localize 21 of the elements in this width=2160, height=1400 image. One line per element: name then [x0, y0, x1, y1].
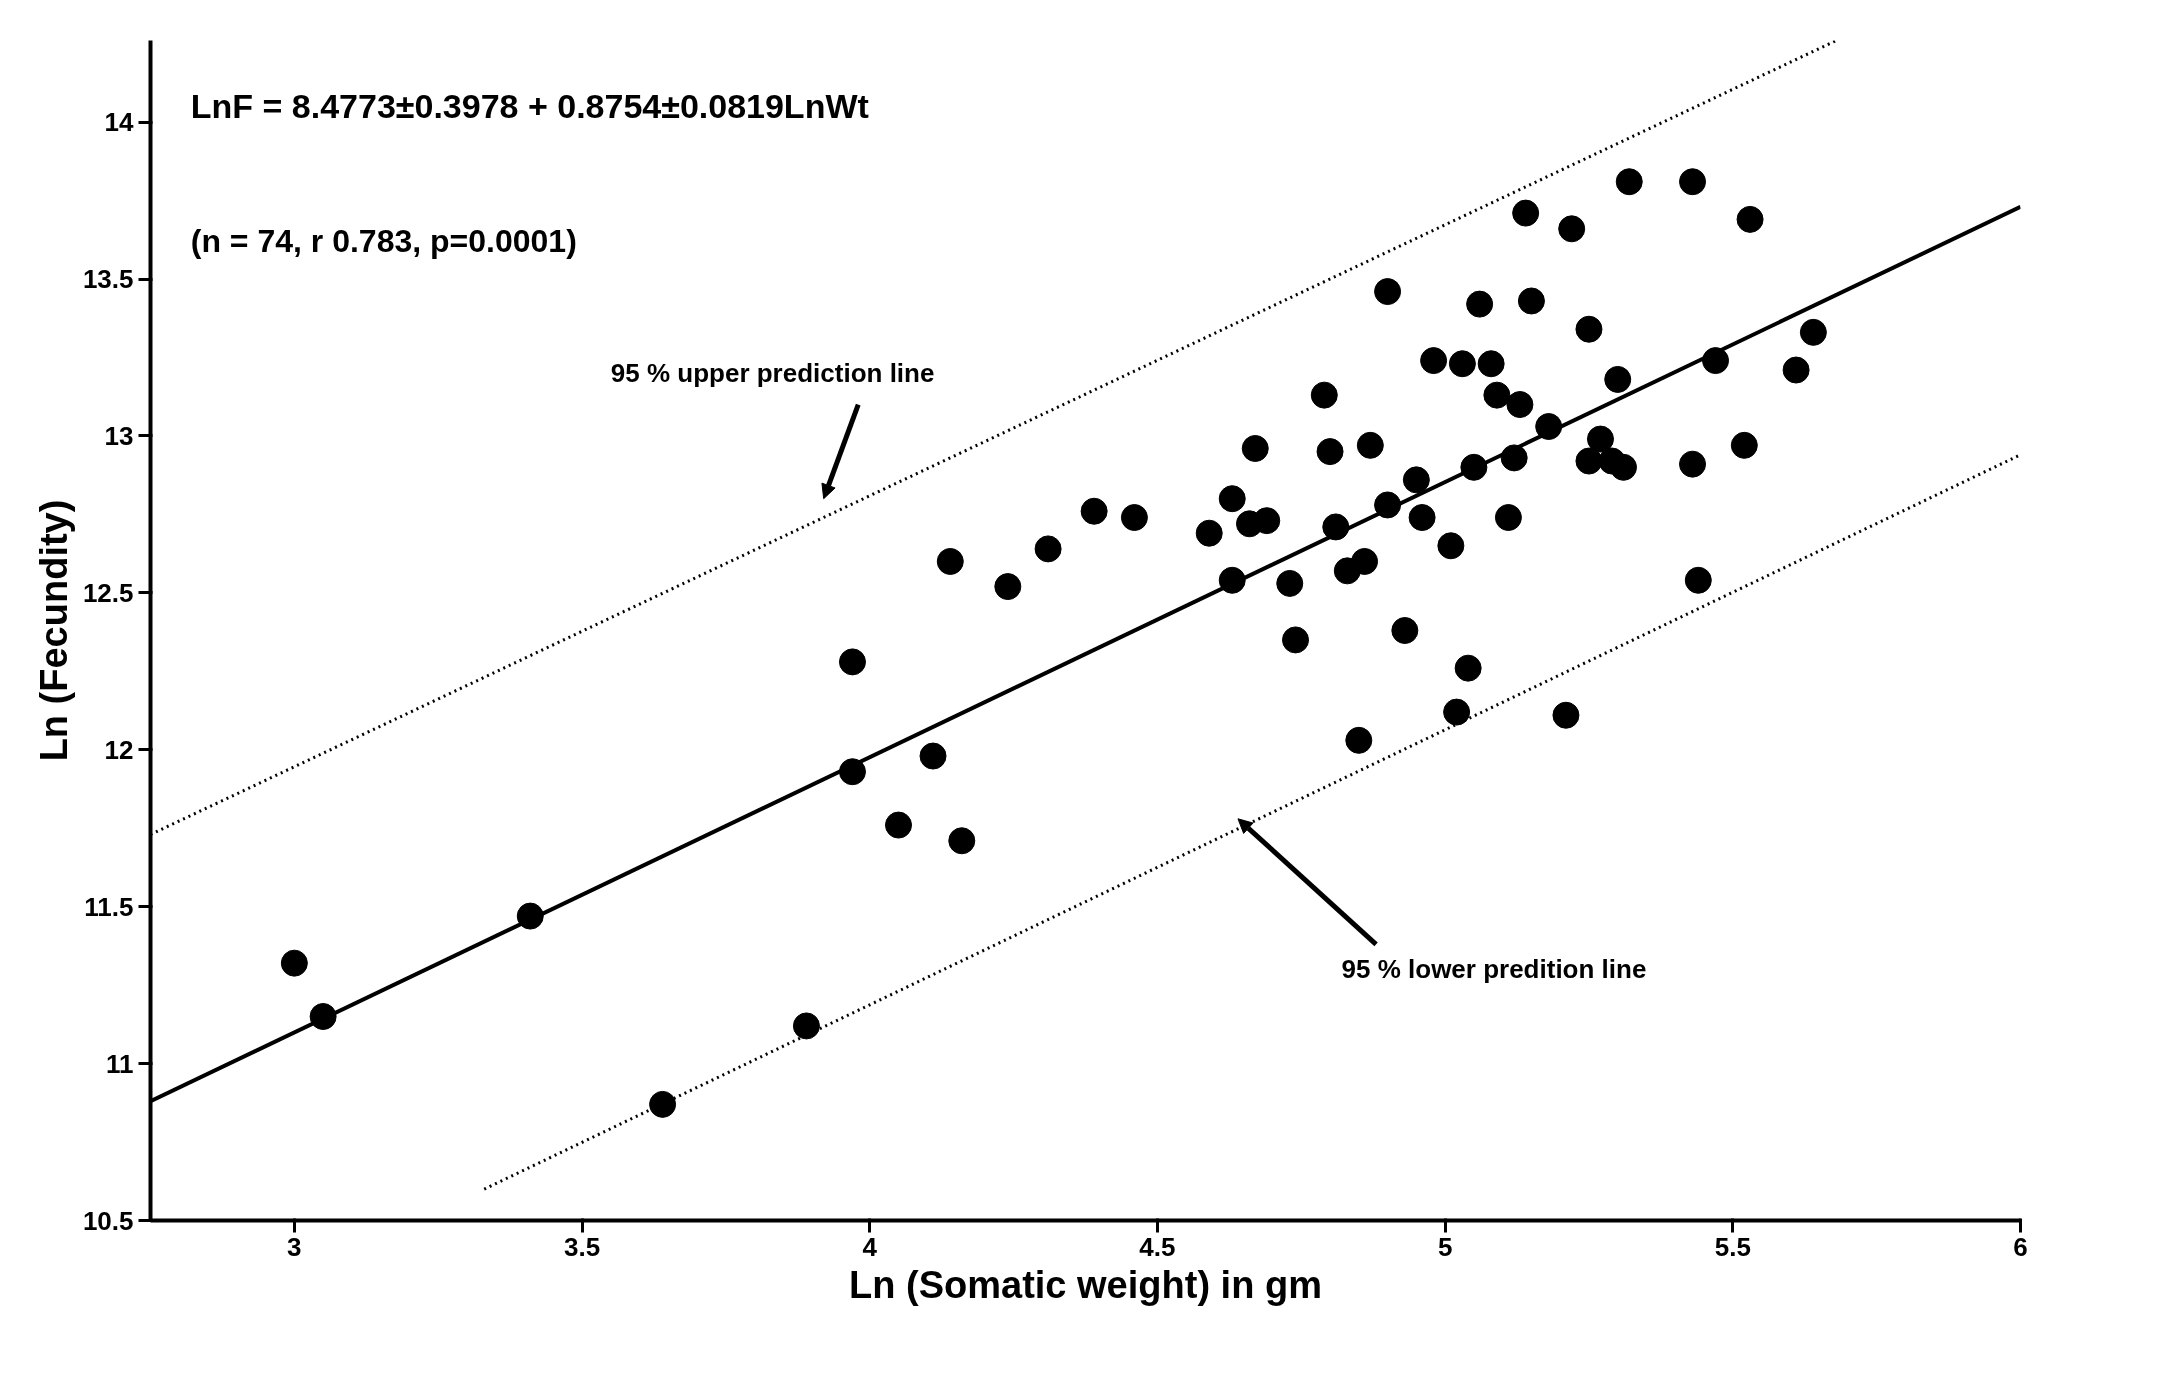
x-tick-label: 5.5: [1714, 1231, 1751, 1262]
x-tick-label: 5: [1437, 1231, 1453, 1262]
y-tick-label: 14: [104, 107, 135, 138]
y-axis-title: Ln (Fecundity): [32, 499, 75, 762]
annotation: LnF = 8.4773±0.3978 + 0.8754±0.0819LnWt: [190, 87, 869, 126]
y-tick-label: 13: [104, 420, 134, 451]
annotation: 95 % lower predition line: [1341, 954, 1647, 985]
x-tick-label: 4: [862, 1231, 878, 1262]
x-tick-label: 4.5: [1139, 1231, 1176, 1262]
x-axis-title: Ln (Somatic weight) in gm: [849, 1263, 1322, 1306]
y-tick-label: 12.5: [82, 577, 134, 608]
y-tick-label: 10.5: [82, 1205, 134, 1236]
y-tick-label: 13.5: [82, 264, 134, 295]
y-tick-label: 11: [106, 1048, 134, 1079]
x-tick-label: 3.5: [563, 1231, 601, 1262]
annotation: (n = 74, r 0.783, p=0.0001): [190, 223, 577, 260]
y-tick-label: 11.5: [84, 891, 134, 922]
x-tick-label: 3: [287, 1231, 302, 1262]
y-tick-label: 12: [104, 734, 134, 765]
annotation: 95 % upper prediction line: [610, 358, 935, 389]
x-tick-label: 6: [2013, 1231, 2028, 1262]
